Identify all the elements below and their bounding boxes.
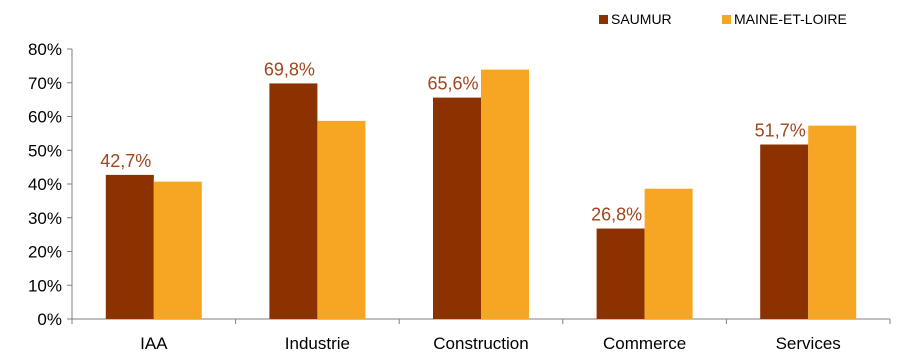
x-tick-label-commerce: Commerce: [603, 334, 686, 353]
y-tick-label: 60%: [28, 108, 62, 127]
data-label-saumur-iaa: 42,7%: [100, 151, 151, 171]
bar-saumur-construction: [433, 97, 481, 319]
y-tick-label: 40%: [28, 175, 62, 194]
data-label-saumur-services: 51,7%: [755, 121, 806, 141]
data-label-saumur-commerce: 26,8%: [591, 205, 642, 225]
x-tick-label-services: Services: [776, 334, 841, 353]
data-label-saumur-construction: 65,6%: [427, 74, 478, 94]
chart-legend: SAUMUR MAINE-ET-LOIRE: [599, 11, 847, 27]
y-tick-label: 30%: [28, 209, 62, 228]
bar-maine-et-loire-industrie: [317, 120, 366, 319]
y-tick-label: 50%: [28, 141, 62, 160]
legend-swatch-maine-et-loire: [722, 15, 731, 24]
data-labels: 42,7% 69,8% 65,6% 26,8% 51,7%: [100, 59, 805, 224]
y-axis: 0% 10% 20% 30% 40% 50% 60% 70% 80%: [28, 40, 73, 329]
x-tick-label-iaa: IAA: [140, 334, 168, 353]
bar-saumur-services: [760, 144, 809, 319]
x-axis: IAA Industrie Construction Commerce Services: [71, 318, 891, 353]
bar-maine-et-loire-services: [808, 125, 857, 319]
y-tick-label: 10%: [28, 276, 62, 295]
bar-saumur-industrie: [269, 83, 318, 319]
y-tick-label: 70%: [28, 74, 62, 93]
data-label-saumur-industrie: 69,8%: [264, 59, 315, 79]
y-tick-label: 80%: [28, 40, 62, 59]
bar-saumur-commerce: [596, 228, 645, 319]
bars: [105, 69, 857, 320]
bar-maine-et-loire-iaa: [153, 181, 202, 319]
y-tick-label: 20%: [28, 243, 62, 262]
legend-label-maine-et-loire: MAINE-ET-LOIRE: [734, 11, 847, 27]
bar-maine-et-loire-commerce: [644, 188, 693, 319]
y-tick-label: 0%: [37, 310, 62, 329]
legend-label-saumur: SAUMUR: [611, 11, 672, 27]
legend-swatch-saumur: [599, 15, 608, 24]
x-tick-label-construction: Construction: [433, 334, 528, 353]
x-tick-label-industrie: Industrie: [285, 334, 350, 353]
bar-maine-et-loire-construction: [481, 69, 529, 320]
bar-saumur-iaa: [105, 174, 154, 319]
